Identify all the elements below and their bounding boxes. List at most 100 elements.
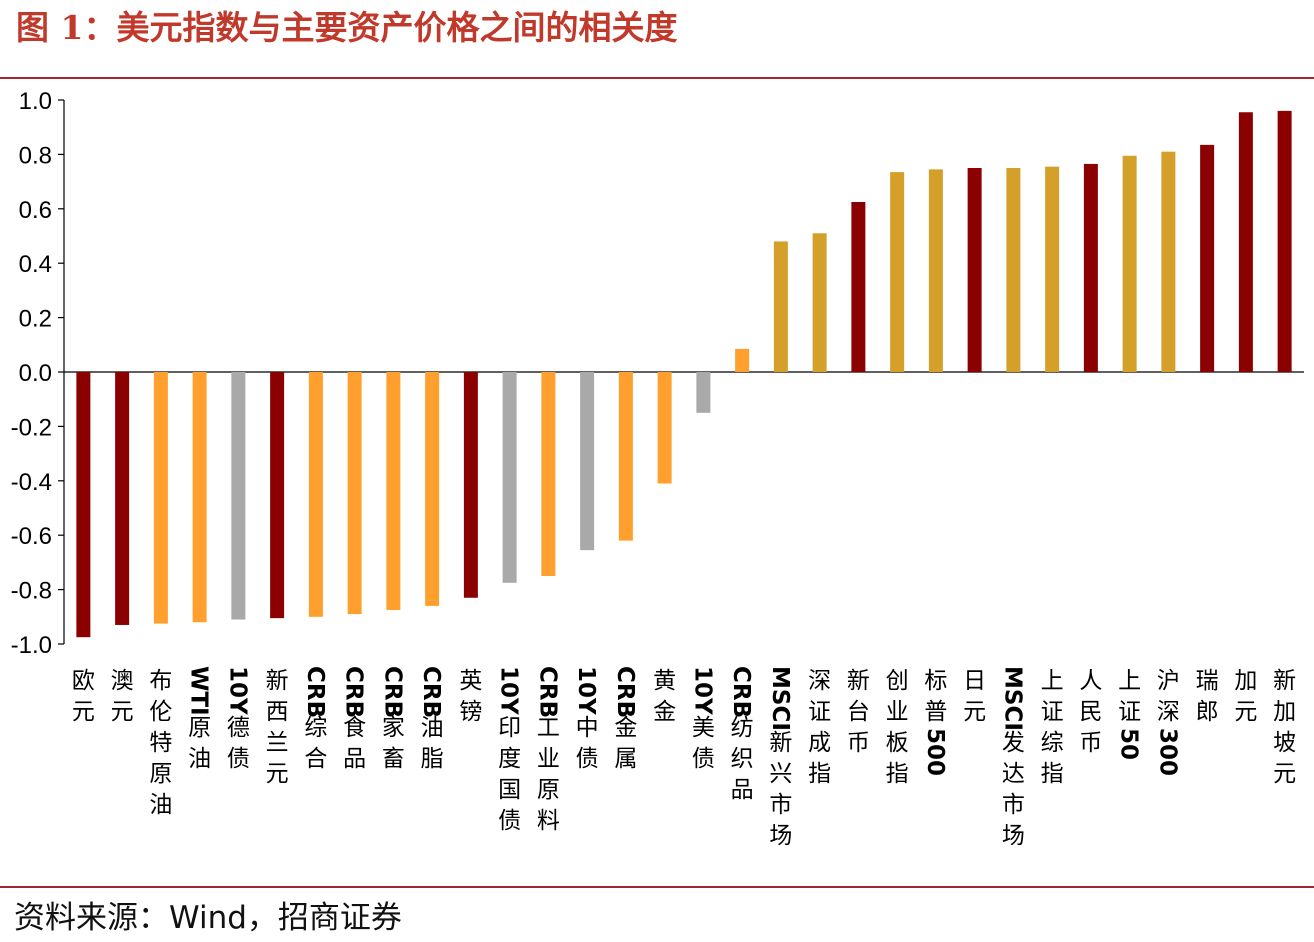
category-label-text: 美 xyxy=(692,715,715,741)
bar xyxy=(115,372,130,625)
category-label-text: 深 xyxy=(1157,699,1180,725)
y-tick-label: 0.0 xyxy=(19,360,52,387)
category-label-text: 民 xyxy=(1079,699,1102,725)
bar xyxy=(1200,144,1215,372)
category-label-text: CRB xyxy=(341,666,367,718)
category-label-text: 元 xyxy=(72,699,95,725)
category-label-text: 畜 xyxy=(382,746,405,772)
y-tick-label: 0.8 xyxy=(19,142,52,169)
bar xyxy=(76,372,91,638)
y-tick-label: -0.6 xyxy=(11,523,52,550)
category-label-text: 场 xyxy=(769,823,792,849)
category-label-text: 场 xyxy=(1002,823,1025,849)
category-label-text: 发 xyxy=(1002,730,1025,756)
category-label-text: 兴 xyxy=(769,761,792,787)
bar xyxy=(1122,155,1137,372)
category-label-text: 证 xyxy=(1041,699,1064,725)
category-label-text: 人 xyxy=(1079,668,1102,694)
category-label-text: 伦 xyxy=(149,699,172,725)
category-label-text: 10Y xyxy=(689,666,715,715)
category-label-text: 市 xyxy=(769,792,792,818)
category-label-text: 综 xyxy=(304,715,327,741)
bar xyxy=(735,348,750,372)
category-label: 澳元 xyxy=(111,668,134,725)
category-label-text: MSCI xyxy=(767,666,793,731)
bar xyxy=(851,202,866,372)
bottom-divider xyxy=(0,886,1314,888)
bar xyxy=(308,372,323,617)
bars xyxy=(76,110,1292,638)
category-label-text: 币 xyxy=(1079,730,1102,756)
category-label-text: 印 xyxy=(498,715,521,741)
category-label-text: 工 xyxy=(537,715,560,741)
category-label-text: 业 xyxy=(537,746,560,772)
y-tick-label: -0.8 xyxy=(11,578,52,605)
category-label-text: 品 xyxy=(731,777,754,803)
bar xyxy=(386,372,401,610)
category-label-text: 普 xyxy=(924,699,947,725)
y-tick-label: -0.4 xyxy=(11,469,52,496)
category-label-text: 成 xyxy=(808,730,831,756)
category-label-text: 日 xyxy=(963,668,986,694)
y-tick-label: 1.0 xyxy=(19,88,52,115)
category-label: 瑞郎 xyxy=(1196,668,1219,725)
y-tick-label: 0.6 xyxy=(19,197,52,224)
category-label-text: 台 xyxy=(847,699,870,725)
bar xyxy=(425,372,440,606)
category-label-text: 度 xyxy=(498,746,521,772)
bar xyxy=(231,372,246,620)
y-tick-label: -0.2 xyxy=(11,414,52,441)
bar xyxy=(347,372,362,615)
category-label-text: 德 xyxy=(227,715,250,741)
category-label-text: 债 xyxy=(227,746,250,772)
category-label-text: 加 xyxy=(1234,668,1257,694)
category-label-text: 上 xyxy=(1041,668,1064,694)
category-label-text: 债 xyxy=(498,808,521,834)
category-label-text: 瑞 xyxy=(1196,668,1219,694)
category-label-text: 10Y xyxy=(496,666,522,715)
category-label-text: 指 xyxy=(808,761,831,787)
category-label-text: CRB xyxy=(418,666,444,718)
bar xyxy=(580,372,595,551)
bar xyxy=(657,372,672,484)
source-note: 资料来源：Wind，招商证券 xyxy=(14,900,402,936)
category-label-text: 西 xyxy=(266,699,289,725)
category-label-text: 郎 xyxy=(1196,699,1219,725)
category-label-text: 指 xyxy=(1041,761,1064,787)
y-tick-label: 0.4 xyxy=(19,251,52,278)
category-label-text: CRB xyxy=(534,666,560,718)
category-label-text: 债 xyxy=(692,746,715,772)
category-label-text: 兰 xyxy=(266,730,289,756)
category-label-text: 沪 xyxy=(1157,668,1180,694)
bar xyxy=(153,372,168,624)
bar xyxy=(812,233,827,372)
category-label-text: 品 xyxy=(343,746,366,772)
category-label-text: 新 xyxy=(1273,668,1296,694)
category-label-text: 板 xyxy=(886,730,909,756)
category-label-text: 标 xyxy=(924,668,947,694)
category-label: 沪深 300 xyxy=(1154,668,1180,776)
category-label: 新台币 xyxy=(847,668,870,756)
category-label-text: 织 xyxy=(731,746,754,772)
category-label-text: 布 xyxy=(149,668,172,694)
category-label-text: 家 xyxy=(382,715,405,741)
category-label: 黄金 xyxy=(653,668,676,725)
category-label: 日元 xyxy=(963,668,986,725)
category-label-text: 证 xyxy=(1118,699,1141,725)
category-label-text: 元 xyxy=(1234,699,1257,725)
bar xyxy=(1238,112,1253,373)
